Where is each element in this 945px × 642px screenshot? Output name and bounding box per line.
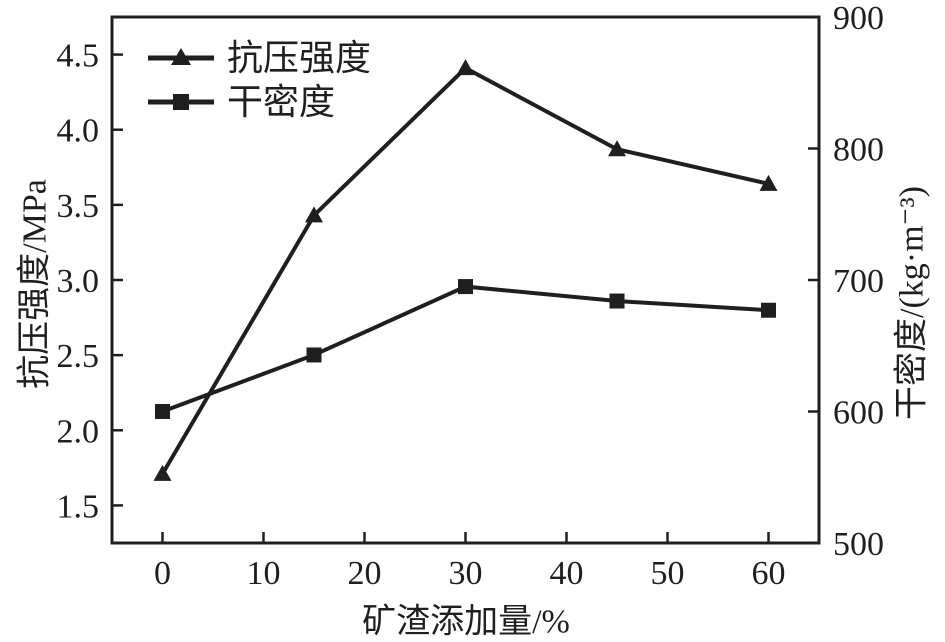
y-tick-left-label: 3.0: [57, 263, 100, 300]
y-tick-left-label: 4.5: [57, 38, 100, 75]
y-tick-left-label: 2.0: [57, 413, 100, 450]
x-tick-label: 10: [247, 555, 281, 592]
legend-item-compressive-strength: 抗压强度: [146, 36, 371, 80]
y-axis-left-title: 抗压强度/MPa: [16, 179, 54, 389]
y-tick-left-label: 1.5: [57, 488, 100, 525]
x-tick-label: 20: [348, 555, 382, 592]
y-tick-left-label: 2.5: [57, 338, 100, 375]
y-tick-right-label: 800: [833, 132, 884, 169]
compressive-strength-marker: [759, 174, 778, 191]
compressive-strength-marker: [153, 464, 172, 481]
dry-density-marker: [761, 302, 776, 318]
compressive-strength-marker: [456, 59, 475, 76]
x-tick-label: 30: [449, 555, 483, 592]
legend: 抗压强度 干密度: [146, 36, 371, 124]
x-tick-label: 60: [752, 555, 786, 592]
square-marker-icon: [148, 94, 214, 110]
compressive-strength-marker: [305, 206, 323, 223]
legend-label-dry-density: 干密度: [227, 82, 336, 122]
x-tick-label: 0: [154, 555, 171, 592]
compressive-strength-line: [160, 65, 769, 475]
y-tick-left-label: 3.5: [57, 188, 100, 225]
dry-density-marker: [306, 347, 322, 363]
dry-density-marker: [458, 279, 473, 295]
dry-density-line: [161, 284, 769, 414]
x-tick-label: 40: [550, 555, 584, 592]
y-tick-right-label: 500: [833, 526, 884, 563]
y-tick-left-label: 4.0: [57, 113, 100, 150]
y-tick-right-label: 600: [833, 395, 884, 432]
x-axis-title: 矿渣添加量/%: [362, 603, 570, 641]
y-axis-right-title: 干密度/(kg·m⁻³): [893, 186, 931, 420]
legend-label-compressive-strength: 抗压强度: [227, 38, 372, 78]
dry-density-marker: [155, 404, 170, 419]
y-tick-right-label: 700: [833, 263, 884, 300]
y-tick-right-label: 900: [833, 0, 884, 37]
triangle-marker-icon: [148, 48, 214, 65]
compressive-strength-marker: [608, 140, 626, 157]
legend-item-dry-density: 干密度: [146, 80, 371, 124]
dry-density-marker: [609, 293, 625, 309]
x-tick-label: 50: [651, 555, 685, 592]
